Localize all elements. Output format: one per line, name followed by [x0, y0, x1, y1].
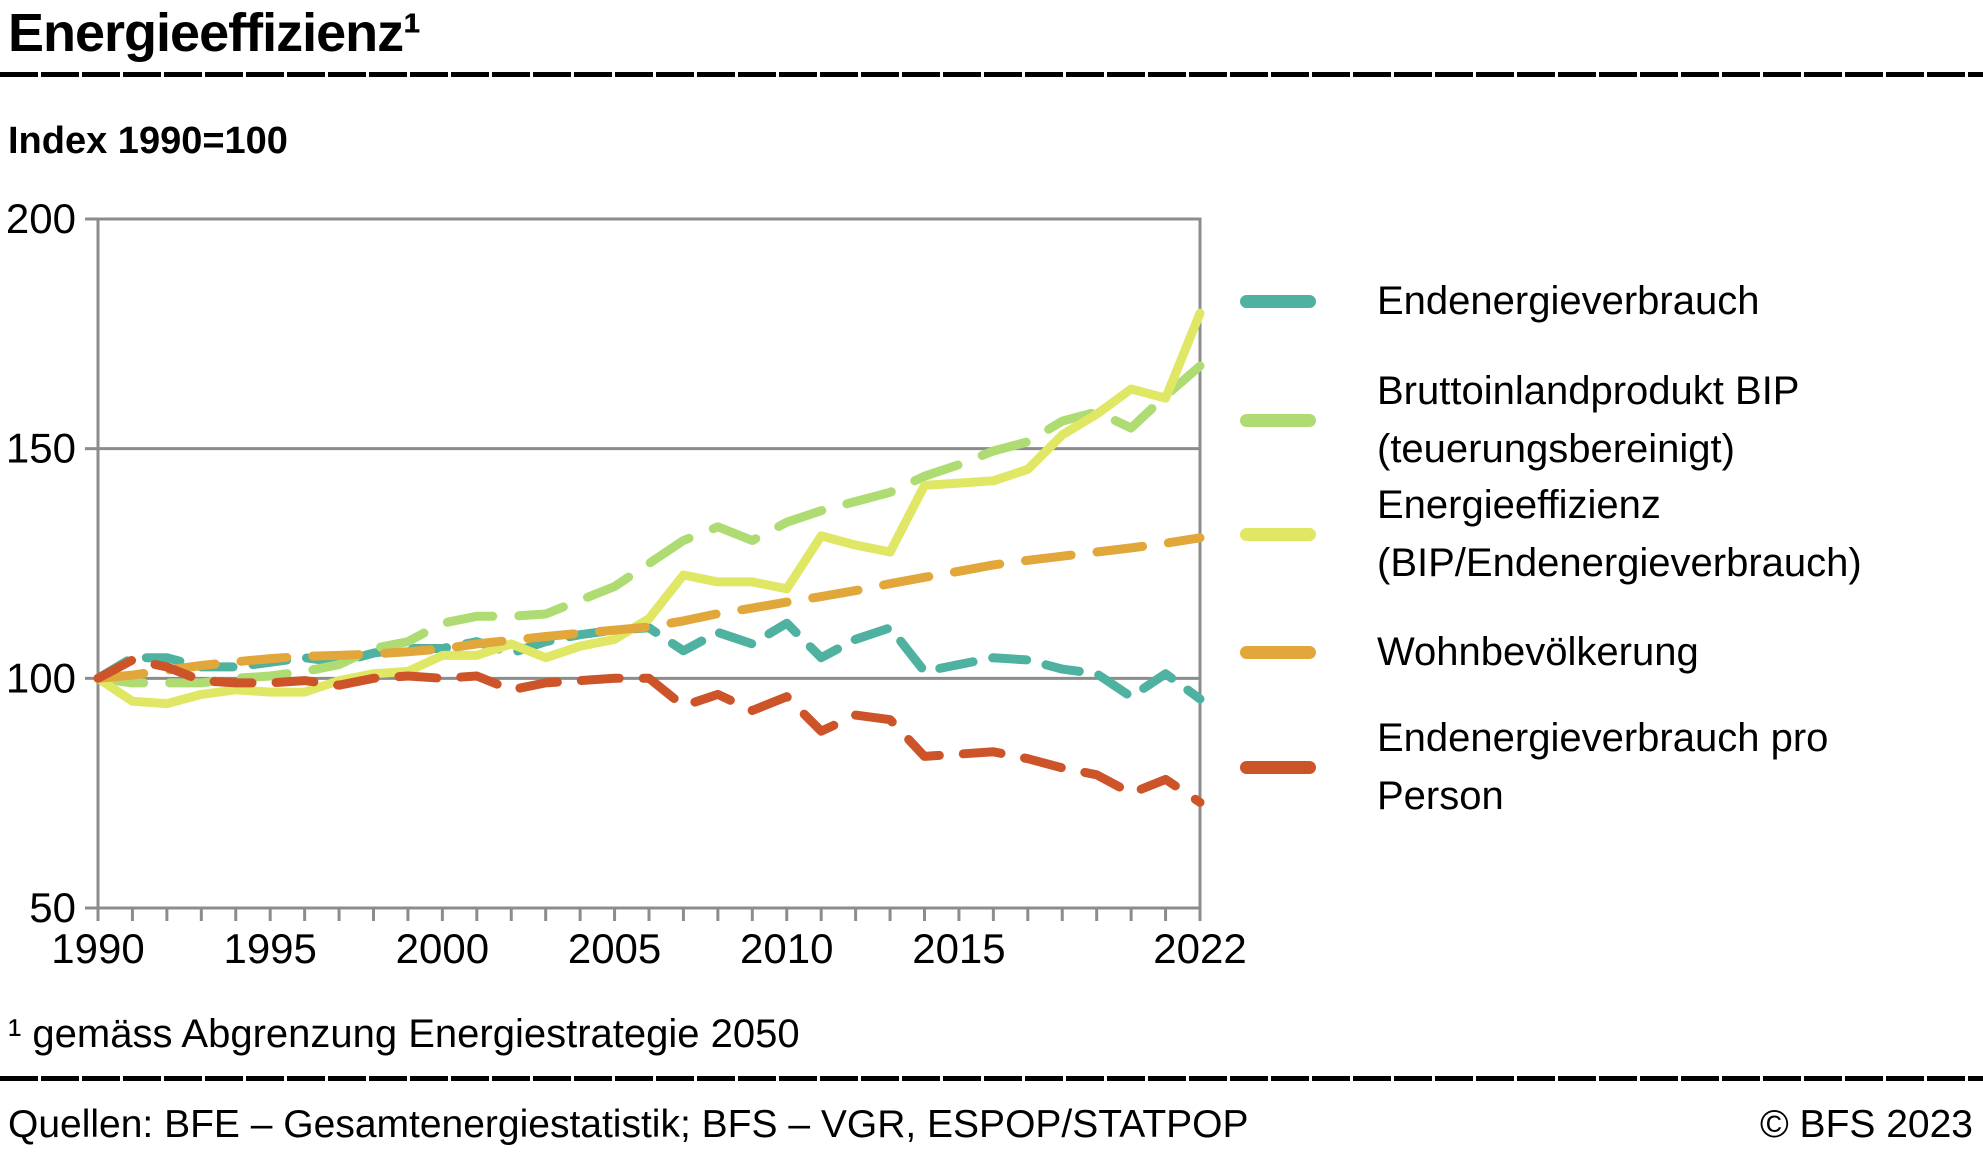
y-tick-label: 100 — [6, 654, 76, 701]
y-tick-label: 200 — [6, 195, 76, 242]
series-line-2 — [93, 308, 1205, 709]
legend-swatch-icon — [1240, 413, 1316, 427]
x-tick-label: 2000 — [396, 925, 489, 972]
legend-label: Energieeffizienz (BIP/Endenergieverbrauch… — [1377, 483, 1862, 585]
chart-legend: Endenergieverbrauch Bruttoinlandprodukt B… — [1240, 0, 1980, 900]
sources-text: Quellen: BFE – Gesamtenergiestatistik; B… — [8, 1103, 1249, 1146]
y-tick-label: 150 — [6, 425, 76, 472]
legend-label: Bruttoinlandprodukt BIP (teuerungsbereini… — [1377, 369, 1800, 471]
series-line-1 — [93, 361, 1205, 688]
legend-label: Endenergieverbrauch pro Person — [1377, 716, 1829, 818]
footnote: ¹ gemäss Abgrenzung Energiestrategie 205… — [8, 1012, 800, 1056]
x-tick-label: 2015 — [912, 925, 1005, 972]
top-divider — [0, 72, 1983, 77]
legend-item-1: Bruttoinlandprodukt BIP (teuerungsbereini… — [1240, 362, 1799, 478]
legend-swatch-icon — [1240, 645, 1316, 659]
series-line-3 — [93, 533, 1205, 683]
legend-item-0: Endenergieverbrauch — [1240, 272, 1759, 330]
axis-unit-label: Index 1990=100 — [8, 120, 288, 162]
legend-item-3: Wohnbevölkerung — [1240, 623, 1699, 681]
legend-item-2: Energieeffizienz (BIP/Endenergieverbrauch… — [1240, 476, 1862, 592]
legend-label: Wohnbevölkerung — [1377, 630, 1699, 674]
y-tick-label: 50 — [29, 884, 76, 931]
x-tick-label: 2010 — [740, 925, 833, 972]
legend-swatch-icon — [1240, 527, 1316, 541]
legend-swatch-icon — [1240, 760, 1316, 774]
x-tick-label: 1995 — [223, 925, 316, 972]
legend-label: Endenergieverbrauch — [1377, 279, 1760, 323]
copyright-text: © BFS 2023 — [1759, 1103, 1973, 1146]
page-title: Energieeffizienz¹ — [8, 3, 421, 63]
legend-item-4: Endenergieverbrauch pro Person — [1240, 709, 1828, 825]
x-tick-label: 1990 — [51, 925, 144, 972]
legend-swatch-icon — [1240, 294, 1316, 308]
x-tick-label: 2022 — [1153, 925, 1246, 972]
bottom-divider — [0, 1076, 1983, 1081]
series-line-4 — [93, 655, 1205, 807]
x-tick-label: 2005 — [568, 925, 661, 972]
